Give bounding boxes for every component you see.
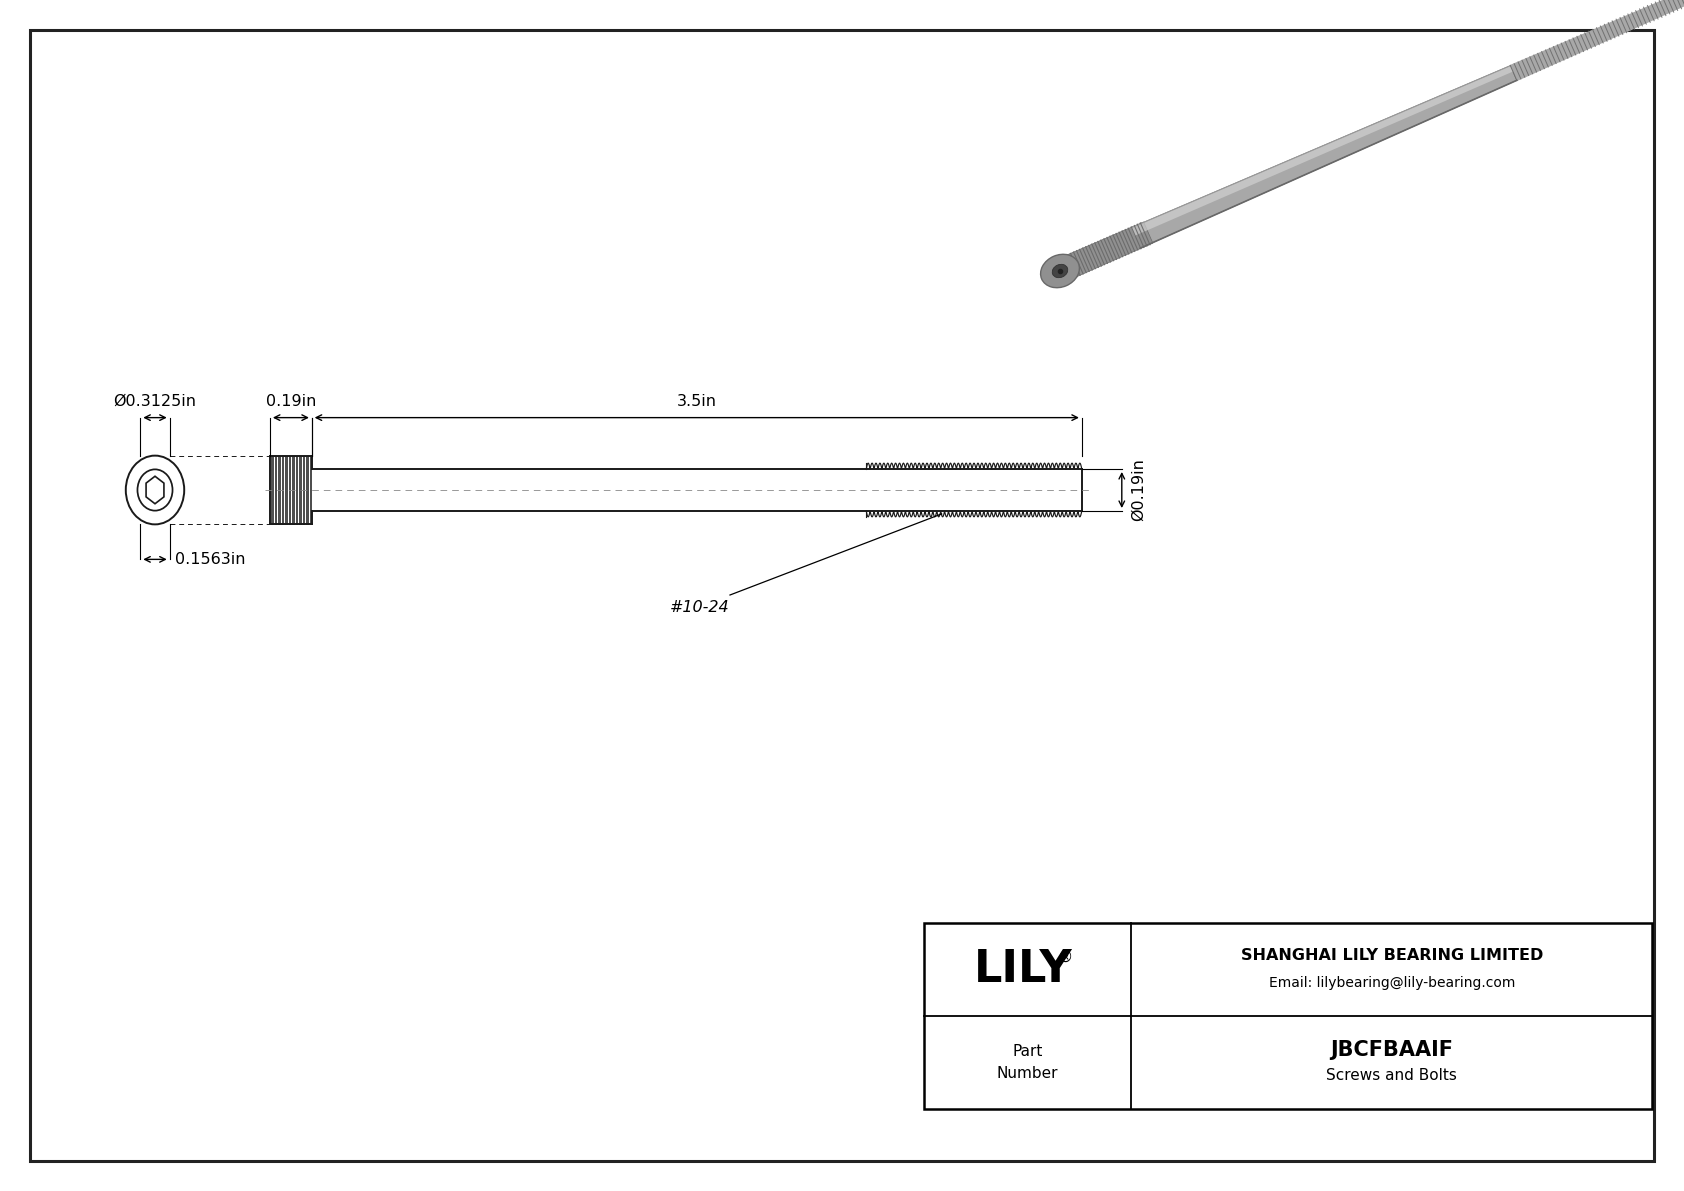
Text: 0.1563in: 0.1563in xyxy=(175,551,246,567)
Text: ®: ® xyxy=(1058,950,1073,965)
Text: #10-24: #10-24 xyxy=(670,600,729,615)
Text: Screws and Bolts: Screws and Bolts xyxy=(1327,1068,1457,1083)
Text: JBCFBAAIF: JBCFBAAIF xyxy=(1330,1040,1453,1060)
Text: 3.5in: 3.5in xyxy=(677,393,717,409)
Bar xyxy=(925,923,1652,1109)
Ellipse shape xyxy=(1041,255,1079,288)
Polygon shape xyxy=(1132,66,1517,248)
Polygon shape xyxy=(1511,0,1684,81)
Text: LILY: LILY xyxy=(973,948,1073,991)
Text: Part
Number: Part Number xyxy=(997,1045,1059,1080)
Bar xyxy=(925,923,1652,1109)
Polygon shape xyxy=(1132,66,1512,236)
Text: Ø0.3125in: Ø0.3125in xyxy=(113,393,197,409)
Text: 0.19in: 0.19in xyxy=(266,393,317,409)
Text: Ø0.19in: Ø0.19in xyxy=(1130,459,1145,522)
Ellipse shape xyxy=(1052,264,1068,278)
Polygon shape xyxy=(1056,222,1154,282)
Text: SHANGHAI LILY BEARING LIMITED: SHANGHAI LILY BEARING LIMITED xyxy=(1241,948,1543,964)
Text: Email: lilybearing@lily-bearing.com: Email: lilybearing@lily-bearing.com xyxy=(1268,975,1516,990)
